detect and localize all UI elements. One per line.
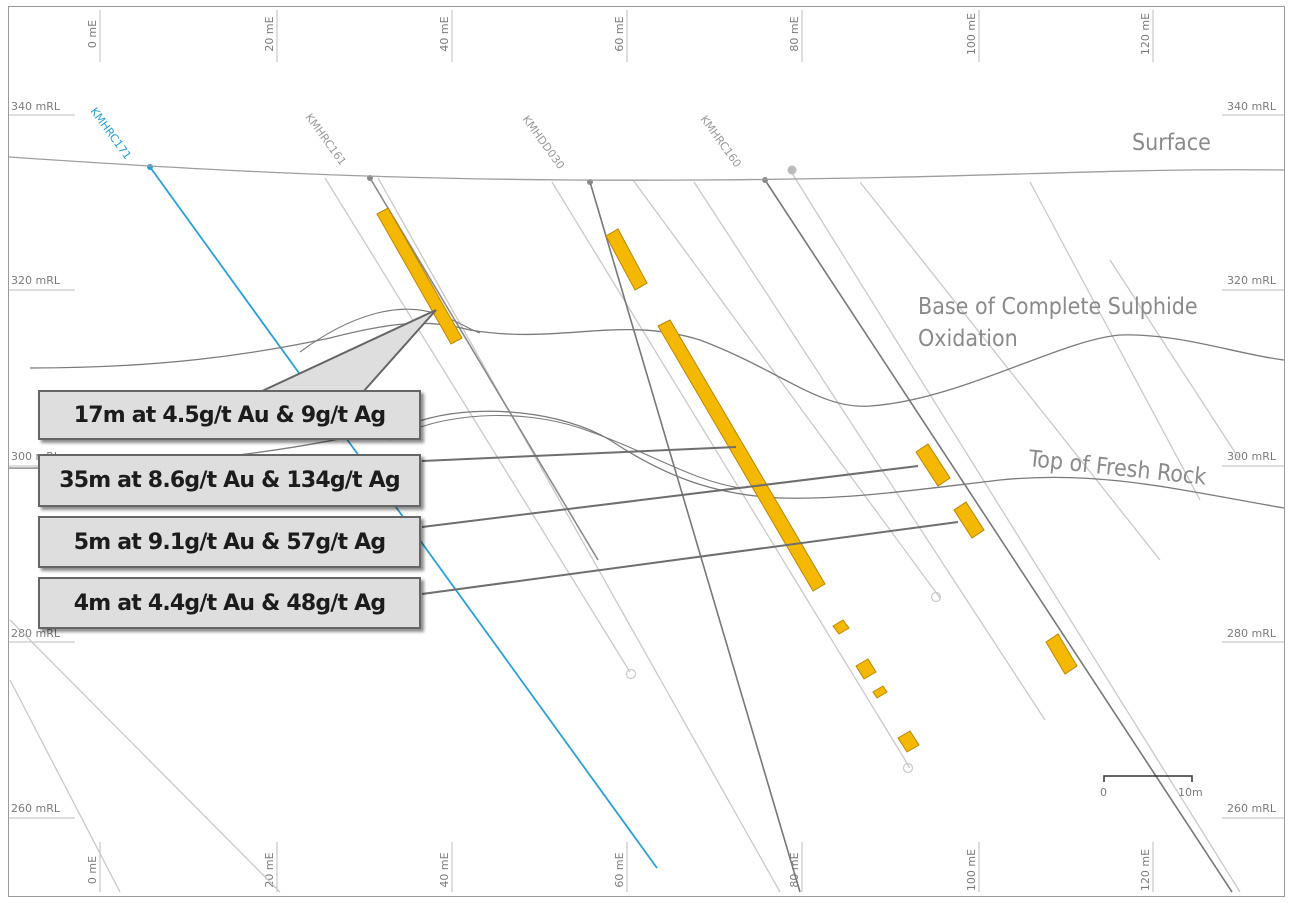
hole-label: KMHRC171	[88, 105, 134, 162]
easting-labels-top: 0 mE 20 mE 40 mE 60 mE 80 mE 100 mE 120 …	[86, 13, 1152, 55]
intercept-callout: 35m at 8.6g/t Au & 134g/t Ag	[38, 454, 421, 507]
easting-label: 0 mE	[86, 20, 99, 48]
hole-label: KMHDD030	[520, 113, 568, 172]
easting-label: 60 mE	[613, 16, 626, 51]
hole-labels: KMHRC171 KMHRC161 KMHDD030 KMHRC160	[88, 105, 744, 172]
top-fresh-rock-line	[8, 410, 1285, 509]
rl-label: 260 mRL	[1227, 802, 1277, 815]
hole-label: KMHRC161	[303, 111, 349, 168]
intercept-callout: 17m at 4.5g/t Au & 9g/t Ag	[38, 390, 421, 440]
rl-label: 320 mRL	[1227, 274, 1277, 287]
intercept-bars	[376, 207, 1078, 753]
easting-label: 40 mE	[438, 16, 451, 51]
rl-label: 340 mRL	[11, 100, 61, 113]
rl-labels: 340 mRL 340 mRL 320 mRL 320 mRL 300 mRL …	[11, 100, 1277, 815]
hole-label: KMHRC160	[698, 113, 744, 170]
callout-leaders	[421, 446, 959, 595]
intercept-text: 35m at 8.6g/t Au & 134g/t Ag	[59, 468, 400, 493]
intercept-text: 5m at 9.1g/t Au & 57g/t Ag	[73, 529, 386, 555]
easting-label: 120 mE	[1139, 13, 1152, 55]
rl-label: 340 mRL	[1227, 100, 1277, 113]
base-oxidation-line	[29, 322, 1285, 407]
rl-label: 260 mRL	[11, 802, 61, 815]
surface-label: Surface	[1132, 130, 1211, 156]
scale-start: 0	[1100, 786, 1107, 799]
rl-label: 320 mRL	[11, 274, 61, 287]
base-oxidation-lobe	[299, 308, 481, 353]
top-fresh-rock-lobe	[389, 414, 741, 489]
drill-traces-background	[9, 169, 1241, 893]
base-oxidation-label: Base of Complete Sulphide	[918, 294, 1198, 320]
scale-end: 10m	[1178, 786, 1203, 799]
easting-label: 0 mE	[86, 856, 99, 884]
drill-traces-main	[149, 166, 1233, 893]
rl-label: 280 mRL	[1227, 627, 1277, 640]
hole-end-markers	[625, 591, 942, 774]
callout-pointer	[259, 309, 437, 393]
scale-bar: 0 10m	[1100, 775, 1203, 799]
feature-labels: Surface Base of Complete Sulphide Oxidat…	[918, 130, 1211, 491]
top-fresh-rock-label: Top of Fresh Rock	[1026, 446, 1207, 491]
surface-line	[8, 156, 1285, 181]
collar-markers	[147, 164, 797, 185]
base-oxidation-label: Oxidation	[918, 326, 1018, 352]
intercept-text: 4m at 4.4g/t Au & 48g/t Ag	[73, 590, 386, 616]
easting-label: 80 mE	[788, 16, 801, 51]
intercept-text: 17m at 4.5g/t Au & 9g/t Ag	[73, 402, 386, 428]
easting-label: 60 mE	[613, 852, 626, 887]
easting-label: 20 mE	[263, 16, 276, 51]
easting-label: 120 mE	[1139, 849, 1152, 891]
intercept-callout: 4m at 4.4g/t Au & 48g/t Ag	[38, 577, 421, 629]
easting-label: 40 mE	[438, 852, 451, 887]
easting-label: 100 mE	[965, 849, 978, 891]
easting-label: 100 mE	[965, 13, 978, 55]
diagram-frame	[8, 6, 1285, 897]
easting-ticks	[99, 10, 1154, 892]
rl-label: 280 mRL	[11, 627, 61, 640]
intercept-callout: 5m at 9.1g/t Au & 57g/t Ag	[38, 516, 421, 568]
easting-labels-bottom: 0 mE 20 mE 40 mE 60 mE 80 mE 100 mE 120 …	[86, 849, 1152, 891]
